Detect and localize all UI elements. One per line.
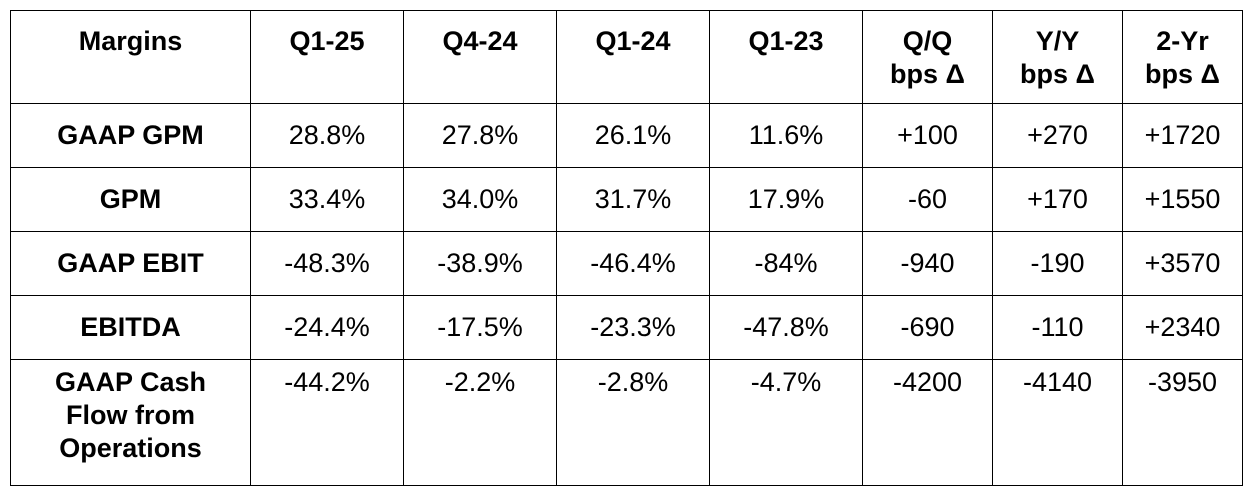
table-cell: +2340: [1122, 295, 1243, 360]
header-margins: Margins: [10, 10, 251, 104]
row-label: EBITDA: [10, 295, 251, 360]
table-cell: 33.4%: [250, 167, 404, 232]
table-cell: +100: [862, 103, 993, 168]
table-cell: +3570: [1122, 231, 1243, 296]
row-label: GAAP GPM: [10, 103, 251, 168]
table-row-gaap-cash-flow: GAAP Cash Flow from Operations -44.2% -2…: [10, 359, 1243, 486]
table-row-gaap-gpm: GAAP GPM 28.8% 27.8% 26.1% 11.6% +100 +2…: [10, 103, 1243, 168]
table-cell: -17.5%: [403, 295, 557, 360]
table-cell: +170: [992, 167, 1123, 232]
table-cell: 34.0%: [403, 167, 557, 232]
table-cell: 31.7%: [556, 167, 710, 232]
table-cell: -23.3%: [556, 295, 710, 360]
header-row: Margins Q1-25 Q4-24 Q1-24 Q1-23 Q/Q bps …: [10, 10, 1243, 104]
margins-table-container: Margins Q1-25 Q4-24 Q1-24 Q1-23 Q/Q bps …: [10, 10, 1243, 486]
table-cell: -48.3%: [250, 231, 404, 296]
table-cell: -84%: [709, 231, 863, 296]
header-2yr-bps: 2-Yr bps Δ: [1122, 10, 1243, 104]
table-cell: -940: [862, 231, 993, 296]
table-cell: -4140: [992, 359, 1123, 486]
header-qq-bps: Q/Q bps Δ: [862, 10, 993, 104]
header-q4-24: Q4-24: [403, 10, 557, 104]
table-cell: 28.8%: [250, 103, 404, 168]
table-cell: +1720: [1122, 103, 1243, 168]
header-yy-bps: Y/Y bps Δ: [992, 10, 1123, 104]
row-label: GAAP EBIT: [10, 231, 251, 296]
table-cell: -38.9%: [403, 231, 557, 296]
table-cell: -2.8%: [556, 359, 710, 486]
table-cell: +1550: [1122, 167, 1243, 232]
table-row-gaap-ebit: GAAP EBIT -48.3% -38.9% -46.4% -84% -940…: [10, 231, 1243, 296]
table-cell: -60: [862, 167, 993, 232]
table-cell: -4.7%: [709, 359, 863, 486]
table-cell: -110: [992, 295, 1123, 360]
table-cell: 26.1%: [556, 103, 710, 168]
table-cell: -3950: [1122, 359, 1243, 486]
table-row-ebitda: EBITDA -24.4% -17.5% -23.3% -47.8% -690 …: [10, 295, 1243, 360]
table-cell: -44.2%: [250, 359, 404, 486]
table-cell: -24.4%: [250, 295, 404, 360]
table-cell: +270: [992, 103, 1123, 168]
table-cell: -47.8%: [709, 295, 863, 360]
row-label: GPM: [10, 167, 251, 232]
row-label: GAAP Cash Flow from Operations: [10, 359, 251, 486]
header-q1-25: Q1-25: [250, 10, 404, 104]
table-cell: 11.6%: [709, 103, 863, 168]
table-cell: -2.2%: [403, 359, 557, 486]
table-row-gpm: GPM 33.4% 34.0% 31.7% 17.9% -60 +170 +15…: [10, 167, 1243, 232]
table-cell: -190: [992, 231, 1123, 296]
table-cell: 17.9%: [709, 167, 863, 232]
margins-table: Margins Q1-25 Q4-24 Q1-24 Q1-23 Q/Q bps …: [10, 10, 1243, 486]
header-q1-24: Q1-24: [556, 10, 710, 104]
table-cell: -46.4%: [556, 231, 710, 296]
table-cell: 27.8%: [403, 103, 557, 168]
header-q1-23: Q1-23: [709, 10, 863, 104]
table-cell: -690: [862, 295, 993, 360]
table-cell: -4200: [862, 359, 993, 486]
